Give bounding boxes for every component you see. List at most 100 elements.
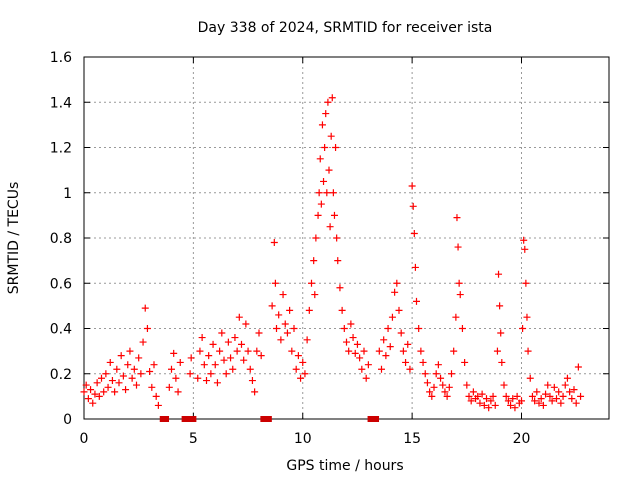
data-point [340, 325, 348, 332]
data-point [423, 379, 431, 387]
data-point [80, 388, 88, 396]
data-point [577, 392, 585, 400]
data-point [277, 336, 285, 344]
data-point [170, 349, 178, 357]
data-point [84, 395, 92, 403]
data-point [561, 381, 569, 389]
data-point [388, 313, 396, 321]
data-point [448, 370, 455, 378]
data-gap-marker [265, 416, 272, 422]
data-point [520, 236, 528, 244]
data-point [326, 223, 334, 231]
data-point [251, 388, 259, 396]
data-point [246, 365, 254, 373]
data-point [509, 395, 517, 403]
data-point [135, 354, 143, 362]
data-point [356, 354, 364, 362]
data-point [126, 347, 134, 355]
x-tick-label: 20 [513, 431, 531, 447]
data-point [378, 365, 385, 373]
data-point [82, 381, 90, 389]
data-point [338, 306, 346, 314]
data-point [242, 320, 250, 328]
data-point [358, 365, 366, 373]
data-point [176, 358, 184, 366]
data-point [211, 361, 219, 369]
data-point [428, 392, 436, 400]
data-point [415, 325, 423, 332]
data-gap-marker [260, 416, 267, 422]
data-point [235, 313, 243, 321]
data-point [271, 279, 279, 287]
data-point [463, 381, 471, 389]
data-point [91, 390, 99, 398]
data-gap-marker [159, 416, 166, 422]
data-point [209, 340, 217, 348]
data-point [150, 361, 158, 369]
data-point [200, 361, 208, 369]
data-point [320, 177, 328, 185]
data-point [98, 374, 105, 382]
data-points [80, 94, 585, 412]
data-point [336, 284, 344, 292]
data-point [196, 347, 204, 355]
data-point [496, 302, 504, 310]
data-point [332, 144, 340, 151]
data-point [382, 352, 390, 360]
y-tick-label: 0.4 [50, 322, 72, 338]
data-point [364, 361, 372, 369]
y-tick-label: 0.6 [50, 276, 72, 292]
data-point [310, 257, 318, 265]
data-point [439, 381, 447, 389]
data-point [174, 388, 182, 396]
data-point [213, 379, 221, 387]
data-point [207, 370, 215, 378]
data-point [518, 397, 525, 405]
data-point [279, 291, 287, 299]
data-point [257, 352, 265, 360]
data-point [275, 311, 283, 319]
data-point [102, 370, 110, 378]
y-tick-label: 1 [63, 186, 72, 202]
data-point [345, 347, 353, 355]
data-point [218, 329, 226, 337]
data-point [454, 243, 462, 251]
data-point [498, 358, 506, 366]
data-point [95, 392, 103, 400]
data-point [546, 392, 554, 400]
data-point [456, 291, 464, 299]
data-point [124, 361, 132, 369]
data-point [507, 401, 515, 409]
data-point [524, 347, 532, 355]
data-point [467, 397, 475, 405]
data-point [315, 189, 323, 197]
data-point [559, 392, 567, 400]
data-point [469, 388, 477, 396]
data-point [465, 392, 473, 400]
data-point [292, 365, 300, 373]
y-tick-label: 0.2 [50, 367, 72, 383]
x-tick-label: 10 [294, 431, 312, 447]
data-point [273, 325, 280, 332]
data-gap-marker [373, 416, 380, 422]
data-point [421, 370, 429, 378]
data-point [305, 306, 313, 314]
data-point [317, 200, 325, 208]
data-point [187, 354, 195, 362]
data-point [380, 336, 388, 344]
data-point [413, 297, 420, 305]
data-point [322, 110, 330, 118]
data-point [493, 347, 501, 355]
data-point [122, 386, 130, 394]
data-point [301, 370, 309, 378]
data-point [548, 397, 556, 405]
data-point [568, 395, 576, 403]
data-point [453, 214, 461, 222]
data-gap-marker [184, 416, 191, 422]
data-point [227, 354, 235, 362]
data-point [255, 329, 263, 337]
data-point [233, 347, 241, 355]
data-gap-markers [159, 416, 380, 422]
data-point [419, 358, 427, 366]
data-point [351, 349, 359, 357]
